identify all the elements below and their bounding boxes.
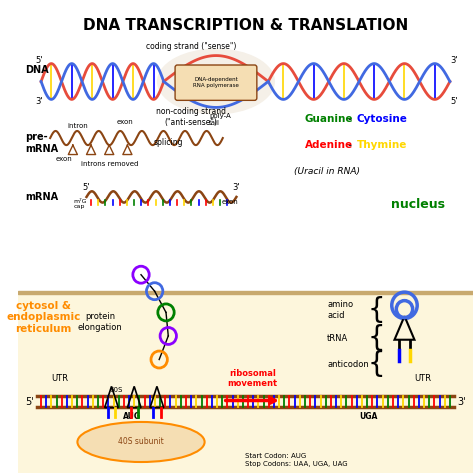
Bar: [18, 293, 473, 473]
Text: cytosol &
endoplasmic
reticulum: cytosol & endoplasmic reticulum: [6, 301, 81, 334]
Text: Cytosine: Cytosine: [357, 114, 408, 124]
Text: amino
acid: amino acid: [327, 301, 354, 320]
Text: poly-A
tail: poly-A tail: [209, 113, 231, 126]
Text: ribosomal
movement: ribosomal movement: [227, 369, 277, 388]
Text: anticodon: anticodon: [327, 360, 369, 369]
Text: introns removed: introns removed: [81, 161, 138, 167]
FancyBboxPatch shape: [175, 65, 257, 100]
Text: splicing: splicing: [154, 138, 183, 147]
Text: DNA: DNA: [25, 65, 49, 75]
Text: Adenine: Adenine: [304, 140, 353, 150]
Text: exon: exon: [55, 156, 72, 162]
Text: m⁷G
cap: m⁷G cap: [73, 199, 86, 210]
Text: (Uracil in RNA): (Uracil in RNA): [294, 166, 360, 175]
Text: tRNA: tRNA: [327, 334, 348, 343]
Text: intron: intron: [67, 123, 88, 129]
Text: -: -: [346, 140, 356, 150]
Text: UTR: UTR: [414, 374, 431, 383]
Text: 5': 5': [35, 56, 43, 65]
Text: non-coding strand
("anti-sense"): non-coding strand ("anti-sense"): [156, 107, 226, 127]
Text: {: {: [367, 324, 385, 352]
Text: 5': 5': [25, 397, 34, 407]
Text: {: {: [367, 350, 385, 378]
Text: nucleus: nucleus: [391, 198, 445, 210]
Text: {: {: [367, 296, 385, 324]
Text: exon: exon: [117, 118, 134, 125]
Text: Thymine: Thymine: [357, 140, 407, 150]
Text: AUG: AUG: [123, 411, 141, 420]
Ellipse shape: [157, 48, 275, 115]
Text: 3': 3': [233, 183, 240, 192]
Text: Stop Codons: UAA, UGA, UAG: Stop Codons: UAA, UGA, UAG: [246, 461, 348, 467]
Text: exon: exon: [221, 199, 238, 205]
Text: DNA TRANSCRIPTION & TRANSLATION: DNA TRANSCRIPTION & TRANSLATION: [83, 18, 408, 33]
Text: pre-
mRNA: pre- mRNA: [25, 132, 58, 154]
Text: 3': 3': [451, 56, 458, 65]
Text: UGA: UGA: [359, 411, 377, 420]
Text: DNA-dependent
RNA polymerase: DNA-dependent RNA polymerase: [193, 77, 239, 88]
Text: -: -: [346, 114, 356, 124]
Text: Guanine: Guanine: [304, 114, 353, 124]
Ellipse shape: [77, 422, 205, 462]
Text: 3': 3': [457, 397, 465, 407]
Text: mRNA: mRNA: [25, 192, 58, 202]
Text: protein
elongation: protein elongation: [78, 312, 122, 331]
Text: 5': 5': [451, 97, 458, 106]
Text: 5': 5': [83, 183, 90, 192]
Bar: [18, 291, 473, 294]
Text: Start Codon: AUG: Start Codon: AUG: [246, 453, 307, 459]
Text: UTR: UTR: [51, 374, 68, 383]
Text: coding strand ("sense"): coding strand ("sense"): [146, 42, 236, 51]
Text: 60S: 60S: [109, 387, 123, 393]
Bar: [18, 1, 473, 293]
Text: 3': 3': [35, 97, 43, 106]
Text: 40S subunit: 40S subunit: [118, 438, 164, 447]
